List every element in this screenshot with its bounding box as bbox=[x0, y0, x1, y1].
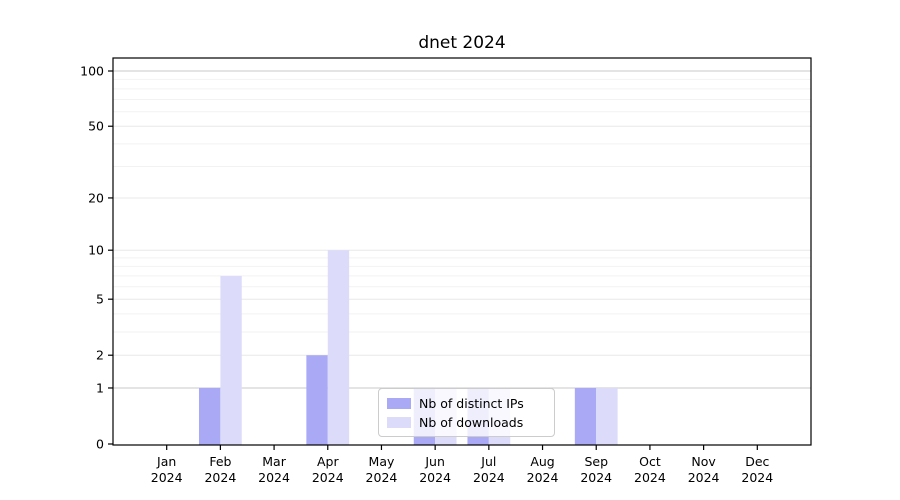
legend: Nb of distinct IPs Nb of downloads bbox=[378, 388, 555, 437]
bar-distinct-ips-sep bbox=[574, 387, 597, 445]
bar-distinct-ips-apr bbox=[306, 355, 328, 445]
x-tick-label: Mar 2024 bbox=[258, 454, 290, 485]
x-tick-label: Oct 2024 bbox=[634, 454, 666, 485]
y-tick-label: 5 bbox=[96, 292, 104, 307]
x-tick-label: Sep 2024 bbox=[580, 454, 612, 485]
y-tick-label: 20 bbox=[88, 190, 104, 205]
axes-frame bbox=[112, 57, 812, 446]
legend-label-distinct-ips: Nb of distinct IPs bbox=[419, 396, 524, 411]
y-tick-label: 1 bbox=[96, 380, 104, 395]
x-tick-label: Apr 2024 bbox=[312, 454, 344, 485]
y-tick-label: 50 bbox=[88, 119, 104, 134]
legend-item-distinct-ips: Nb of distinct IPs bbox=[387, 396, 545, 411]
x-tick-label: Jan 2024 bbox=[151, 454, 183, 485]
x-tick-label: Jun 2024 bbox=[419, 454, 451, 485]
y-tick-label: 2 bbox=[96, 348, 104, 363]
x-tick-label: Feb 2024 bbox=[204, 454, 236, 485]
x-tick-label: Dec 2024 bbox=[741, 454, 773, 485]
x-tick-label: Jul 2024 bbox=[473, 454, 505, 485]
bar-distinct-ips-feb bbox=[198, 387, 221, 445]
y-tick-label: 10 bbox=[88, 243, 104, 258]
legend-item-downloads: Nb of downloads bbox=[387, 415, 545, 430]
y-tick-label: 100 bbox=[80, 64, 104, 79]
legend-label-downloads: Nb of downloads bbox=[419, 415, 524, 430]
x-tick-label: May 2024 bbox=[366, 454, 398, 485]
legend-swatch-distinct-ips bbox=[387, 398, 411, 409]
legend-swatch-downloads bbox=[387, 417, 411, 428]
bar-downloads-apr bbox=[327, 250, 350, 445]
x-tick-label: Nov 2024 bbox=[688, 454, 720, 485]
chart-title: dnet 2024 bbox=[418, 33, 506, 53]
x-tick-label: Aug 2024 bbox=[527, 454, 559, 485]
y-tick-label: 0 bbox=[96, 437, 104, 452]
bar-downloads-feb bbox=[220, 275, 242, 445]
bar-downloads-sep bbox=[596, 387, 618, 445]
